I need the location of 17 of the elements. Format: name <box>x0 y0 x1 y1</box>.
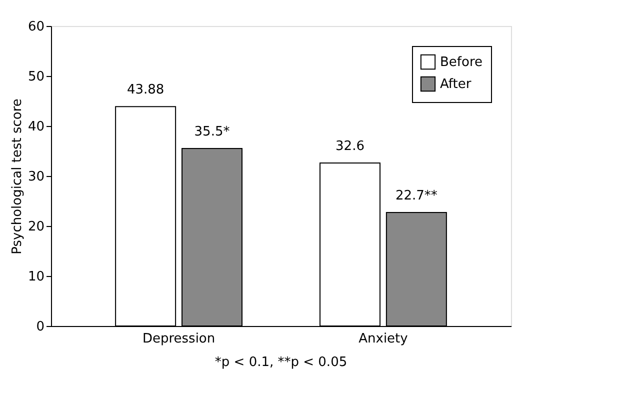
data-label: 22.7** <box>395 188 438 204</box>
legend-label: After <box>440 77 472 92</box>
y-tick-label: 50 <box>28 70 44 84</box>
text: *p < 0.1, **p < 0.05 <box>214 355 348 370</box>
y-axis-title: Psychological test score <box>10 98 25 254</box>
data-label: 32.6 <box>336 139 364 154</box>
y-tick-label: 0 <box>36 320 44 334</box>
x-tick-label: Depression <box>142 332 216 346</box>
y-tick-label: 20 <box>28 220 44 234</box>
y-tick-label: 10 <box>28 270 44 284</box>
legend-label: Before <box>440 55 483 70</box>
y-tick-label: 40 <box>28 120 44 134</box>
x-tick-label: Anxiety <box>358 332 408 346</box>
y-tick-label: 30 <box>28 170 44 184</box>
y-tick-label: 60 <box>28 20 44 34</box>
data-label: 35.5* <box>194 124 230 140</box>
data-label: 43.88 <box>126 82 164 98</box>
